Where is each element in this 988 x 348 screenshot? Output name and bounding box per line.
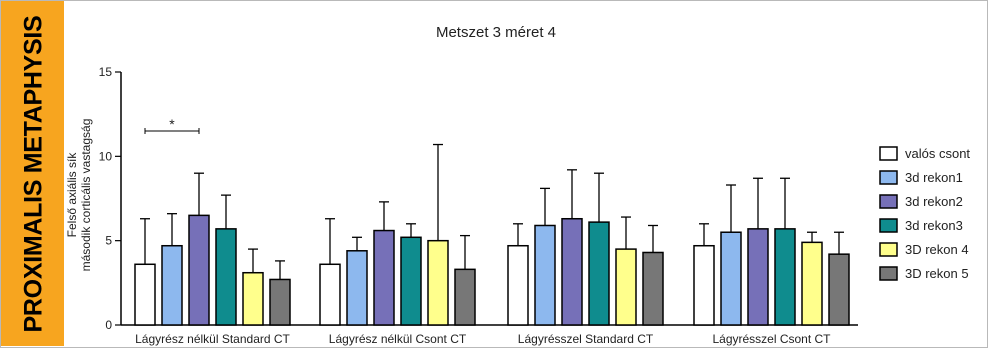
- y-axis-label-line-2: második corticális vastagság: [79, 119, 93, 272]
- bar: [215, 228, 237, 326]
- bar: [134, 263, 156, 326]
- chart-title: Metszet 3 méret 4: [436, 24, 556, 41]
- y-tick-label: 15: [99, 65, 113, 79]
- bar: [693, 244, 715, 326]
- legend-label: valós csont: [905, 146, 970, 161]
- legend-swatch: [879, 218, 898, 233]
- x-category-label: Lágyrésszel Standard CT: [518, 332, 654, 346]
- legend-label: 3D rekon 5: [905, 266, 969, 281]
- bar: [747, 228, 769, 326]
- legend-swatch: [879, 170, 898, 185]
- bar: [801, 241, 823, 326]
- legend-label: 3d rekon2: [905, 194, 963, 209]
- x-category-label: Lágyrésszel Csont CT: [712, 332, 831, 346]
- bar: [427, 239, 449, 326]
- bar: [346, 250, 368, 326]
- y-tick-label: 5: [105, 234, 112, 248]
- x-category-label: Lágyrész nélkül Csont CT: [329, 332, 467, 346]
- bar: [188, 214, 210, 326]
- bar: [720, 231, 742, 326]
- significance-star: *: [169, 116, 175, 132]
- bar: [561, 217, 583, 326]
- x-category-label: Lágyrész nélkül Standard CT: [135, 332, 290, 346]
- bar: [615, 248, 637, 326]
- legend-label: 3d rekon1: [905, 170, 963, 185]
- bar: [400, 236, 422, 326]
- legend-swatch: [879, 266, 898, 281]
- legend-swatch: [879, 146, 898, 161]
- legend-label: 3d rekon3: [905, 218, 963, 233]
- bar: [534, 224, 556, 326]
- bar: [454, 268, 476, 326]
- bar: [242, 271, 264, 326]
- bar: [588, 221, 610, 326]
- bar: [319, 263, 341, 326]
- y-axis-label-line-1: Felső axiális sík: [65, 152, 79, 238]
- bar: [828, 253, 850, 326]
- legend-label: 3D rekon 4: [905, 242, 969, 257]
- section-sidebar: PROXIMALIS METAPHYSIS: [1, 1, 64, 346]
- legend-swatch: [879, 242, 898, 257]
- y-tick-label: 0: [105, 318, 112, 332]
- bar: [269, 278, 291, 326]
- bar: [507, 244, 529, 326]
- bar: [161, 244, 183, 326]
- bar: [373, 229, 395, 326]
- legend-swatch: [879, 194, 898, 209]
- bar: [642, 251, 664, 326]
- y-tick-label: 10: [99, 149, 113, 163]
- bar: [774, 228, 796, 326]
